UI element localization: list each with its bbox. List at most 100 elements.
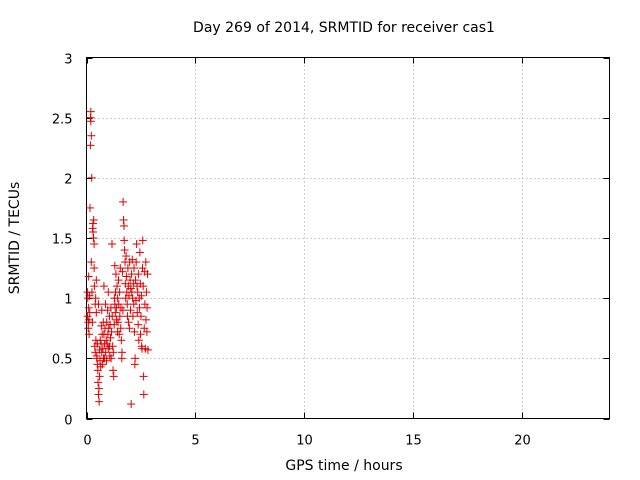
data-point-0-180 — [142, 288, 151, 297]
data-point-0-68 — [102, 356, 111, 365]
data-point-0-182 — [143, 303, 152, 312]
data-point-0-181 — [142, 327, 151, 336]
y-tick-label-3: 3 — [64, 53, 72, 68]
data-point-0-102 — [114, 318, 123, 327]
data-point-0-183 — [143, 270, 152, 279]
data-point-0-111 — [117, 336, 126, 345]
data-point-0-153 — [132, 240, 141, 249]
data-point-0-84 — [107, 240, 116, 249]
data-point-0-27 — [90, 264, 99, 273]
data-point-0-20 — [88, 318, 97, 327]
data-point-0-118 — [119, 221, 128, 230]
data-point-0-106 — [115, 288, 124, 297]
y-tick-label-2: 2 — [64, 173, 72, 188]
data-point-0-24 — [89, 234, 98, 242]
data-point-0-80 — [106, 333, 115, 342]
data-point-0-17 — [87, 258, 96, 267]
data-point-0-155 — [133, 308, 142, 317]
data-point-0-82 — [107, 354, 116, 363]
data-point-0-120 — [120, 246, 129, 255]
data-point-0-19 — [87, 288, 96, 297]
data-point-0-88 — [109, 348, 118, 357]
data-point-0-93 — [110, 261, 119, 270]
x-tick-label-10: 10 — [296, 434, 313, 449]
data-point-0-147 — [130, 327, 139, 336]
data-point-0-131 — [124, 318, 133, 327]
data-point-0-34 — [92, 276, 101, 285]
data-point-0-74 — [104, 288, 113, 297]
data-point-0-6 — [84, 303, 93, 312]
data-point-0-86 — [108, 342, 117, 351]
y-tick-label-0: 0 — [64, 414, 72, 429]
data-point-0-170 — [138, 236, 147, 245]
data-point-0-32 — [91, 294, 100, 303]
data-point-0-115 — [118, 306, 127, 315]
data-point-0-61 — [99, 282, 108, 291]
y-tick-label-1.5: 1.5 — [52, 233, 73, 248]
data-point-0-28 — [90, 282, 99, 291]
data-point-0-89 — [109, 372, 118, 381]
data-point-0-150 — [131, 276, 140, 285]
data-point-0-172 — [139, 372, 148, 381]
data-point-0-125 — [122, 272, 131, 281]
data-point-0-15 — [86, 107, 95, 116]
data-point-0-149 — [131, 354, 140, 363]
data-point-0-139 — [127, 270, 136, 279]
data-point-0-14 — [86, 117, 95, 126]
data-point-0-5 — [84, 272, 93, 281]
data-point-0-178 — [141, 258, 150, 267]
y-tick-label-1: 1 — [64, 293, 72, 308]
data-point-0-138 — [127, 400, 136, 409]
y-axis-label: SRMTID / TECUs — [7, 182, 23, 295]
data-point-0-161 — [135, 303, 144, 312]
x-tick-label-15: 15 — [405, 434, 422, 449]
data-point-0-101 — [113, 294, 122, 303]
data-point-0-166 — [137, 291, 146, 300]
data-point-0-56 — [98, 360, 107, 369]
data-point-0-18 — [87, 173, 96, 182]
data-point-0-87 — [109, 366, 118, 375]
data-point-0-184 — [143, 345, 152, 354]
data-point-0-133 — [125, 324, 134, 333]
data-point-0-119 — [120, 236, 129, 245]
data-point-0-143 — [128, 312, 137, 321]
y-tick-label-2.5: 2.5 — [52, 113, 73, 128]
x-tick-label-5: 5 — [191, 434, 199, 449]
data-point-0-116 — [119, 197, 128, 206]
data-point-0-99 — [113, 282, 122, 291]
data-point-0-107 — [115, 312, 124, 321]
data-point-0-171 — [139, 282, 148, 291]
data-point-0-13 — [86, 141, 95, 150]
data-point-0-35 — [92, 308, 101, 317]
data-point-0-162 — [135, 248, 144, 257]
data-point-0-137 — [126, 284, 135, 293]
data-point-0-11 — [85, 203, 94, 212]
data-point-0-173 — [139, 390, 148, 399]
data-point-0-4 — [84, 324, 93, 333]
data-point-0-159 — [134, 336, 143, 345]
x-tick-label-0: 0 — [83, 434, 91, 449]
data-point-0-43 — [94, 300, 103, 309]
data-point-0-94 — [111, 308, 120, 317]
data-point-0-26 — [90, 240, 99, 249]
data-point-0-124 — [122, 252, 131, 261]
data-point-0-96 — [111, 270, 120, 279]
data-point-0-103 — [114, 276, 123, 285]
data-point-0-45 — [95, 397, 104, 406]
data-point-0-65 — [101, 300, 110, 309]
data-point-0-41 — [94, 378, 103, 387]
data-point-0-165 — [136, 312, 145, 321]
data-point-0-105 — [115, 330, 124, 339]
y-tick-label-0.5: 0.5 — [52, 353, 73, 368]
data-point-0-158 — [134, 270, 143, 279]
data-point-0-16 — [87, 131, 96, 140]
axis-ticks: 0 5 10 15 20 0 0.5 1 1.5 2 2.5 3 — [52, 53, 610, 449]
grid — [86, 57, 610, 419]
data-point-0-152 — [132, 258, 141, 267]
chart-title: Day 269 of 2014, SRMTID for receiver cas… — [193, 20, 495, 36]
data-points — [83, 107, 152, 409]
data-point-0-113 — [118, 348, 127, 357]
data-point-0-164 — [136, 330, 145, 339]
